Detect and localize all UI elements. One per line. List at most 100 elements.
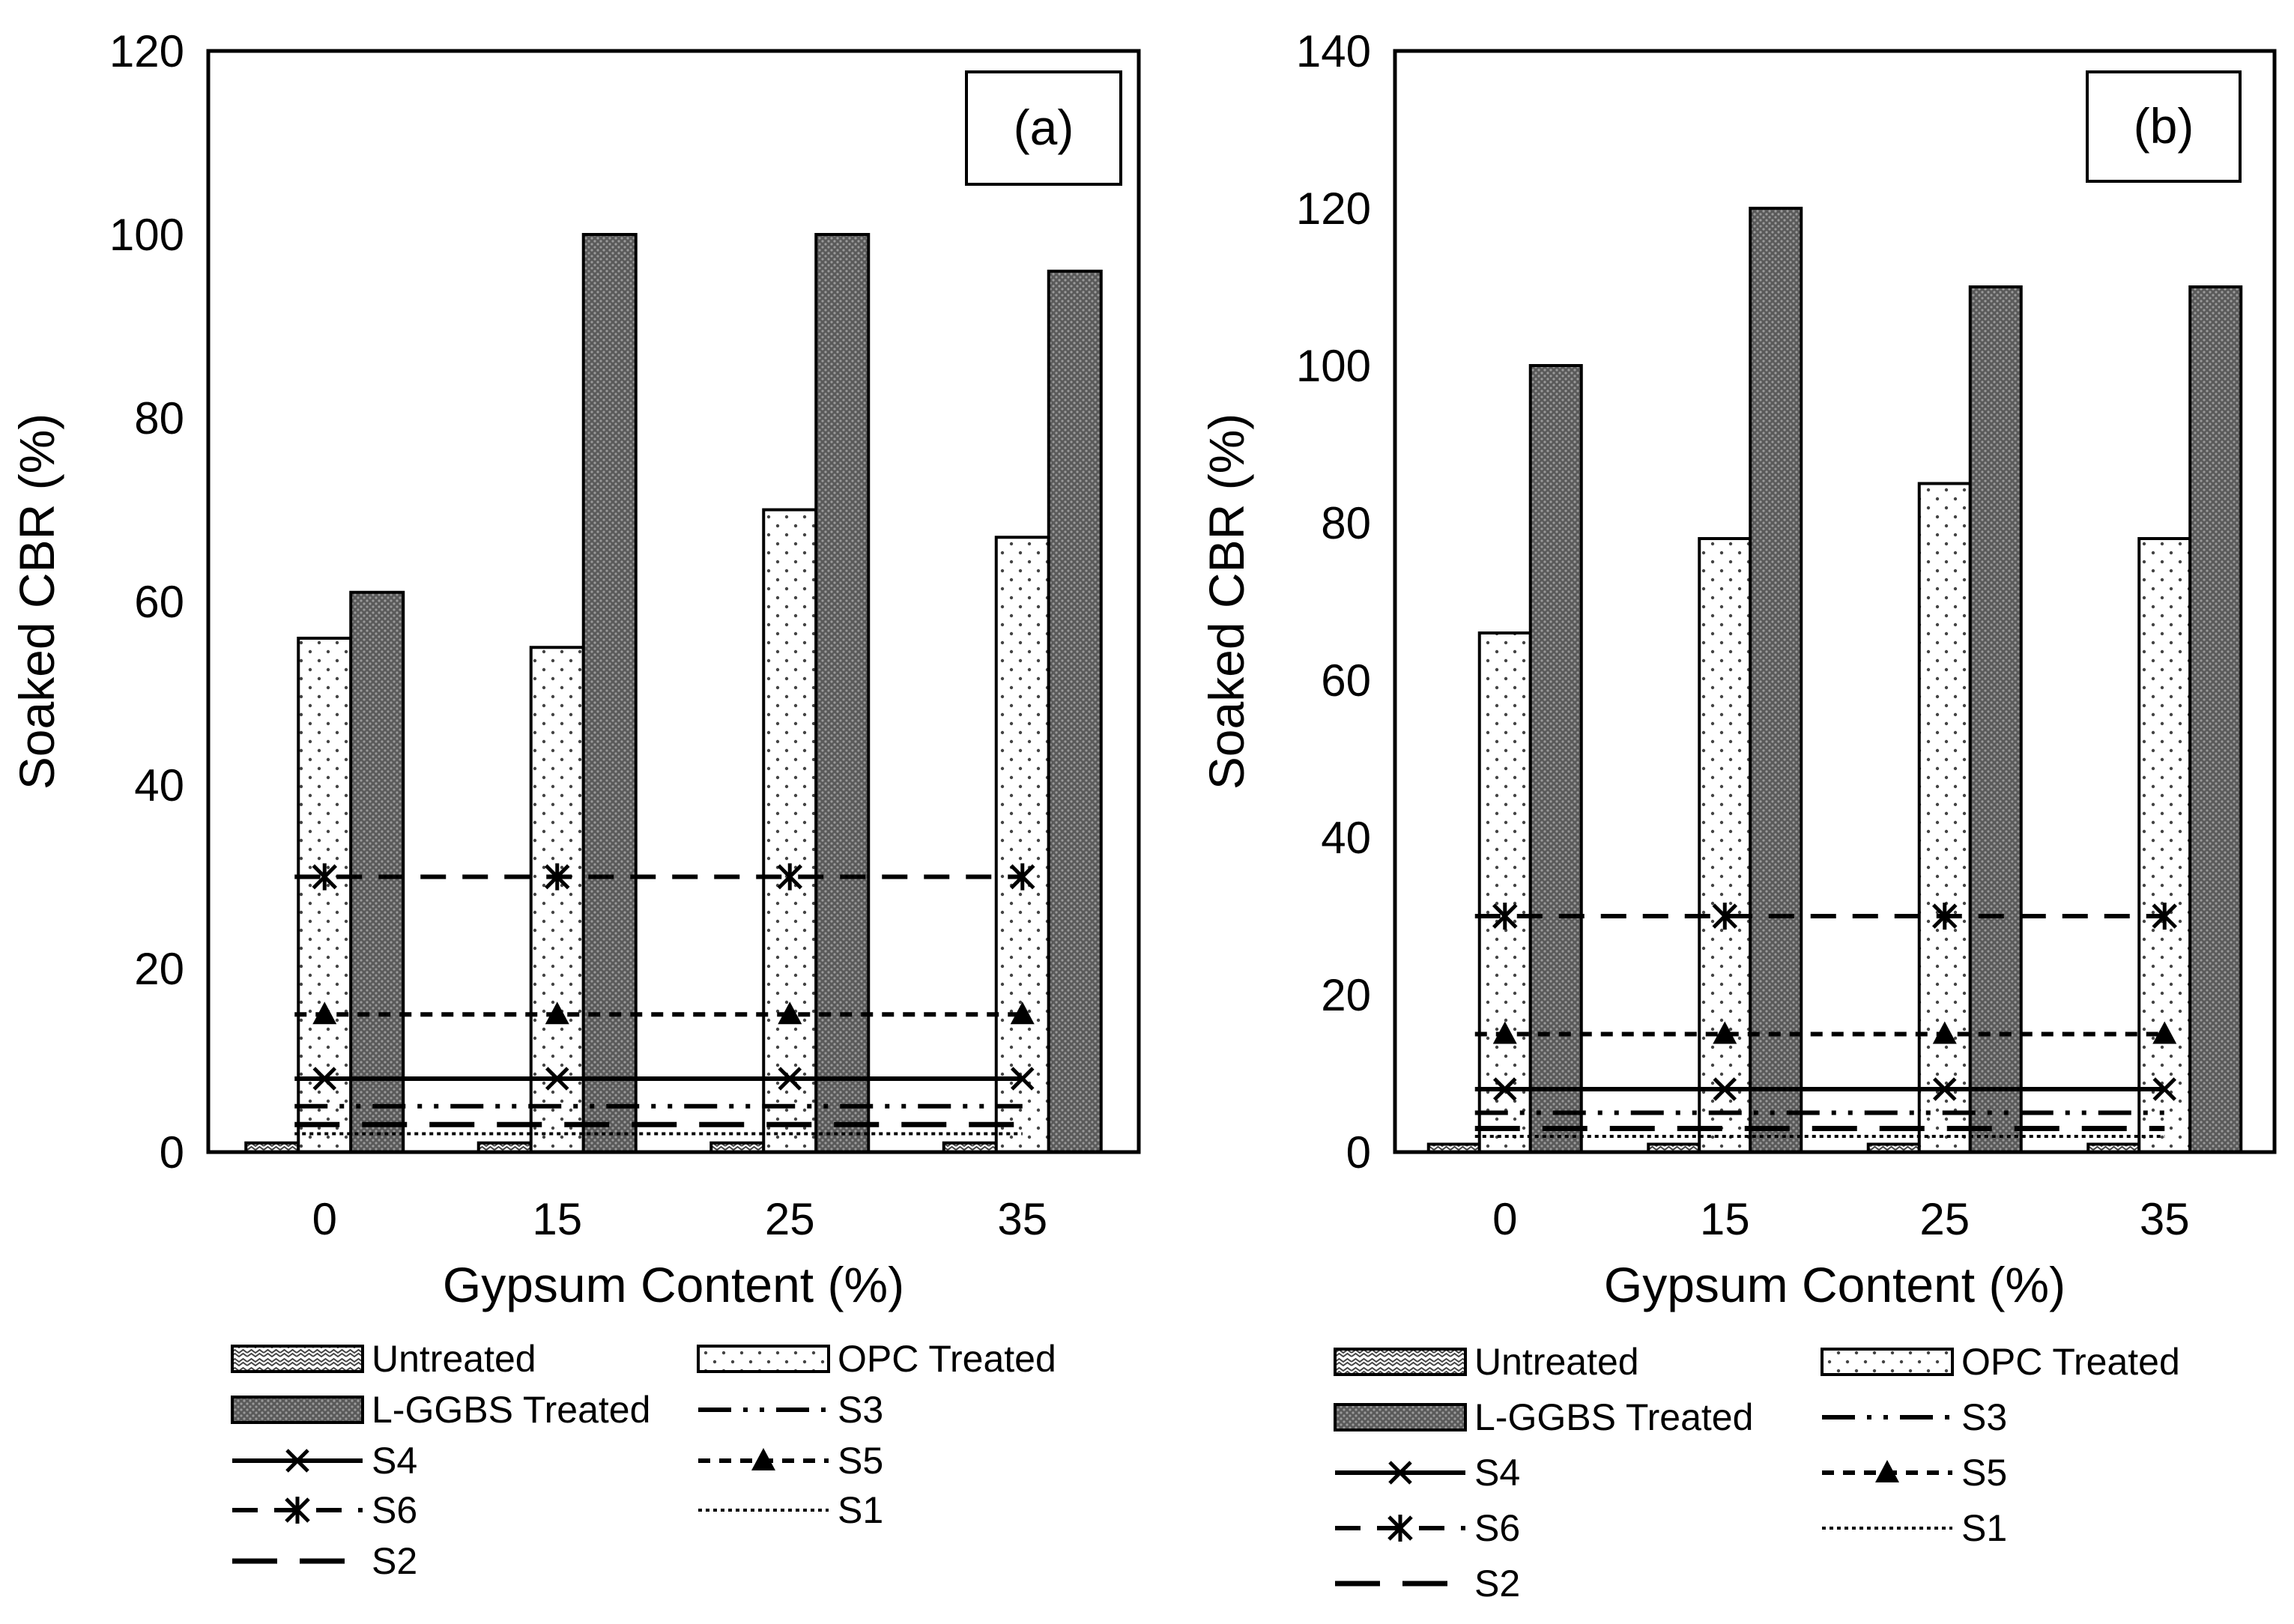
ref-marker-s5-15 bbox=[1713, 1021, 1737, 1044]
bar-opc-treated-25 bbox=[1917, 482, 1972, 1154]
ref-marker-s6-25 bbox=[1931, 903, 1958, 930]
y-tick-label: 80 bbox=[1321, 498, 1371, 548]
legend-marker-s4 bbox=[285, 1449, 309, 1473]
ref-marker-s6-15 bbox=[544, 863, 570, 891]
ref-marker-s5-0 bbox=[1492, 1021, 1517, 1044]
panel-label-box bbox=[965, 70, 1122, 186]
legend-item-opc: OPC Treated bbox=[697, 1338, 1056, 1380]
legend-label-lggbs: L-GGBS Treated bbox=[1474, 1396, 1753, 1438]
ref-marker-s4-35-stroke2 bbox=[2152, 1077, 2177, 1101]
bar-opc-treated-0 bbox=[1477, 631, 1532, 1154]
legend-item-lggbs: L-GGBS Treated bbox=[1334, 1396, 1753, 1438]
bar-opc-treated-15 bbox=[1698, 537, 1752, 1154]
legend-label-s1: S1 bbox=[1961, 1507, 2007, 1549]
ref-marker-s6-35 bbox=[2152, 903, 2178, 930]
legend-item-s4: S4 bbox=[232, 1440, 417, 1482]
y-tick-label: 20 bbox=[134, 944, 184, 994]
legend-swatch-untreated bbox=[231, 1345, 364, 1373]
ref-marker-s4-35 bbox=[2152, 1077, 2177, 1101]
ref-marker-s4-25 bbox=[778, 1067, 802, 1091]
legend-label-s3: S3 bbox=[838, 1389, 883, 1431]
bar-opc-treated-35 bbox=[994, 536, 1050, 1154]
legend-item-s6: S6 bbox=[1335, 1507, 1520, 1549]
y-axis-label: Soaked CBR (%) bbox=[9, 413, 64, 790]
y-axis-label: Soaked CBR (%) bbox=[1199, 413, 1254, 790]
ref-marker-s5-0 bbox=[312, 1002, 337, 1025]
legend-panel-a: Untreated OPC Treated L-GGBS Treated S3 S4 S5… bbox=[231, 1338, 1056, 1582]
bar-l-ggbs-treated-35 bbox=[2188, 285, 2243, 1154]
legend-label-lggbs: L-GGBS Treated bbox=[372, 1389, 650, 1431]
y-tick-label: 80 bbox=[134, 393, 184, 443]
ref-marker-s4-35-stroke2 bbox=[1010, 1067, 1035, 1091]
y-tick-label: 0 bbox=[1346, 1127, 1371, 1178]
ref-marker-s4-25 bbox=[1932, 1077, 1957, 1101]
bar-l-ggbs-treated-15 bbox=[1749, 207, 1803, 1154]
x-tick-label: 35 bbox=[2140, 1194, 2190, 1244]
bar-opc-treated-35 bbox=[2137, 537, 2192, 1154]
ref-marker-s4-15 bbox=[545, 1067, 569, 1091]
legend-item-s2: S2 bbox=[232, 1540, 417, 1582]
legend-marker-s4-stroke2 bbox=[1388, 1461, 1412, 1485]
panel-label-box bbox=[2086, 70, 2242, 183]
ref-marker-s5-35 bbox=[2152, 1021, 2177, 1044]
legend-item-s1: S1 bbox=[1822, 1507, 2007, 1549]
ref-marker-s6-25 bbox=[777, 863, 803, 891]
ref-marker-s6-0 bbox=[312, 863, 338, 891]
ref-marker-s4-35 bbox=[1010, 1067, 1035, 1091]
ref-marker-s4-15-stroke2 bbox=[545, 1067, 569, 1091]
y-tick-label: 0 bbox=[160, 1127, 184, 1178]
legend-item-untreated: Untreated bbox=[231, 1338, 536, 1380]
y-tick-label: 60 bbox=[134, 577, 184, 627]
ref-marker-s4-25-stroke2 bbox=[1932, 1077, 1957, 1101]
legend-swatch-opc bbox=[1821, 1348, 1954, 1376]
ref-marker-s6-15 bbox=[1712, 903, 1738, 930]
legend-label-opc: OPC Treated bbox=[838, 1338, 1056, 1380]
legend-label-s6: S6 bbox=[1474, 1507, 1520, 1549]
y-tick-label: 60 bbox=[1321, 655, 1371, 706]
legend-label-s3: S3 bbox=[1961, 1396, 2007, 1438]
y-tick-label: 100 bbox=[1296, 341, 1371, 391]
x-tick-label: 35 bbox=[997, 1194, 1047, 1244]
legend-label-s2: S2 bbox=[1474, 1563, 1520, 1605]
legend-panel-b: Untreated OPC Treated L-GGBS Treated S3 S4 S5… bbox=[1334, 1341, 2180, 1605]
plot-frame bbox=[1393, 49, 2277, 1154]
legend-label-untreated: Untreated bbox=[372, 1338, 536, 1380]
legend-item-s5: S5 bbox=[698, 1440, 883, 1482]
ref-marker-s5-15 bbox=[545, 1002, 569, 1025]
legend-marker-s6 bbox=[285, 1497, 310, 1524]
legend-item-untreated: Untreated bbox=[1334, 1341, 1639, 1383]
ref-marker-s4-15-stroke2 bbox=[1713, 1077, 1737, 1101]
legend-marker-s6 bbox=[1387, 1515, 1413, 1542]
ref-marker-s4-0-stroke2 bbox=[1492, 1077, 1517, 1101]
legend-item-lggbs: L-GGBS Treated bbox=[231, 1389, 650, 1431]
legend-item-s2: S2 bbox=[1335, 1563, 1520, 1605]
bar-l-ggbs-treated-35 bbox=[1047, 270, 1103, 1154]
x-tick-label: 0 bbox=[312, 1194, 337, 1244]
legend-item-opc: OPC Treated bbox=[1821, 1341, 2180, 1383]
y-tick-label: 40 bbox=[134, 760, 184, 811]
legend-label-untreated: Untreated bbox=[1474, 1341, 1639, 1383]
legend-label-opc: OPC Treated bbox=[1961, 1341, 2180, 1383]
chart-panel-b: 0 20 40 60 80 100 120 140 0 15 25 35 Gypsum Content … bbox=[1199, 26, 2277, 1312]
ref-marker-s6-35 bbox=[1009, 863, 1035, 891]
ref-marker-s4-15 bbox=[1713, 1077, 1737, 1101]
x-axis-label: Gypsum Content (%) bbox=[1604, 1257, 2065, 1312]
legend-label-s6: S6 bbox=[372, 1489, 417, 1531]
bar-l-ggbs-treated-25 bbox=[1968, 285, 2023, 1154]
y-tick-label: 120 bbox=[1296, 184, 1371, 234]
legend-swatch-lggbs bbox=[231, 1396, 364, 1424]
legend-label-s2: S2 bbox=[372, 1540, 417, 1582]
y-tick-label: 40 bbox=[1321, 813, 1371, 863]
ref-marker-s5-25 bbox=[1932, 1021, 1957, 1044]
legend-marker-s5 bbox=[1875, 1460, 1899, 1482]
bar-opc-treated-25 bbox=[762, 508, 818, 1154]
legend-label-s5: S5 bbox=[838, 1440, 883, 1482]
legend-swatch-opc bbox=[697, 1345, 830, 1373]
x-axis-label: Gypsum Content (%) bbox=[443, 1257, 904, 1312]
x-tick-label: 15 bbox=[1700, 1194, 1750, 1244]
x-tick-label: 15 bbox=[532, 1194, 582, 1244]
legend-label-s5: S5 bbox=[1961, 1452, 2007, 1494]
legend-label-s1: S1 bbox=[838, 1489, 883, 1531]
bar-l-ggbs-treated-0 bbox=[349, 590, 405, 1154]
